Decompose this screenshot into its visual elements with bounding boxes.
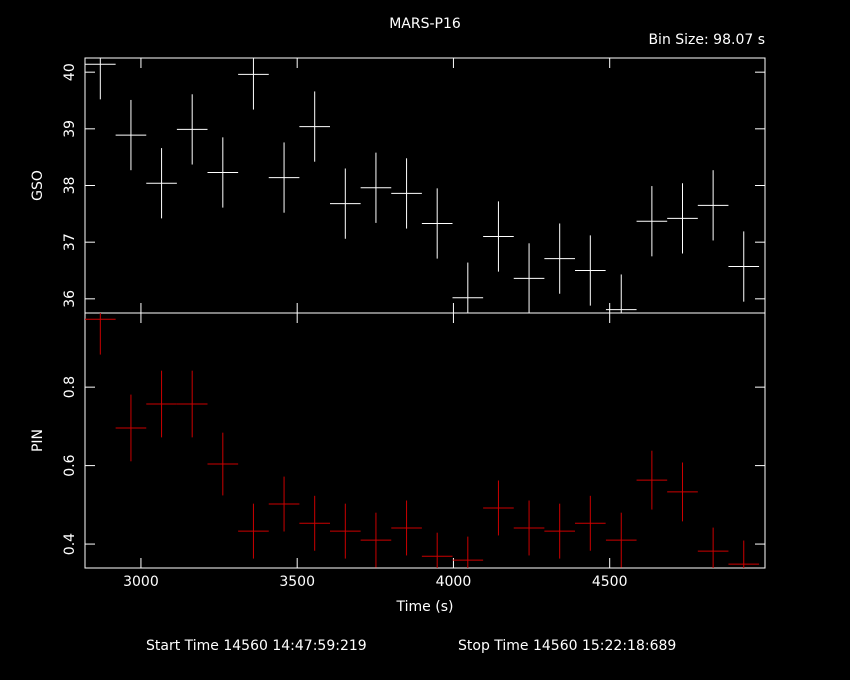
y-tick-label: 0.6 (62, 454, 78, 476)
y-tick-label: 38 (62, 177, 78, 195)
y-tick-label: 0.4 (62, 533, 78, 555)
y-tick-label: 0.8 (62, 376, 78, 398)
stop-time: Stop Time 14560 15:22:18:689 (458, 638, 676, 654)
start-time: Start Time 14560 14:47:59:219 (146, 638, 367, 654)
x-tick-label: 3500 (279, 574, 315, 590)
x-tick-label: 3000 (123, 574, 159, 590)
bottom-frame (84, 312, 766, 569)
x-tick-label: 4500 (592, 574, 628, 590)
y-tick-label: 40 (62, 63, 78, 81)
y-tick-label: 37 (62, 233, 78, 251)
x-tick-label: 4000 (436, 574, 472, 590)
chart-title: MARS-P16 (389, 16, 461, 32)
y-axis-label: GSO (30, 170, 46, 201)
bin-size: Bin Size: 98.07 s (648, 32, 765, 48)
y-axis-label: PIN (30, 429, 46, 452)
y-tick-label: 39 (62, 120, 78, 138)
y-tick-label: 36 (62, 290, 78, 308)
top-frame (84, 57, 766, 314)
x-axis-label: Time (s) (396, 599, 454, 615)
